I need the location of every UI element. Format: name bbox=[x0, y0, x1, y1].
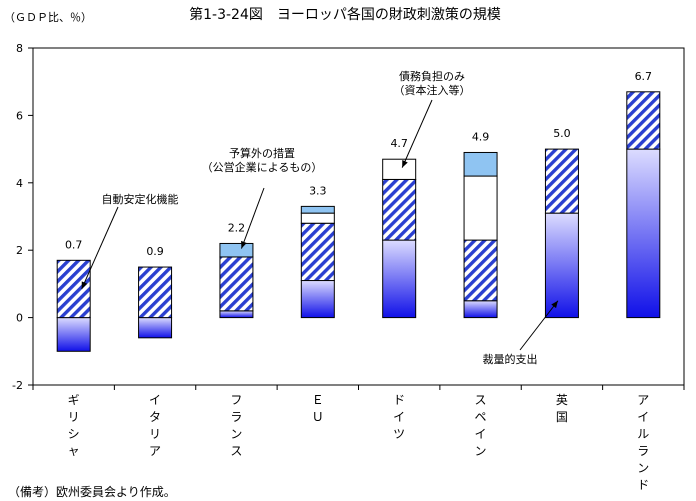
plot-frame bbox=[32, 47, 685, 386]
category-label: Ｕ bbox=[312, 410, 324, 424]
plot-area: -2024680.7ギリシャ0.9イタリア2.2フランス3.3ＥＵ4.7ドイツ4… bbox=[12, 42, 685, 492]
bar-segment-discretionary bbox=[382, 239, 417, 319]
bar-segment-stabilizers bbox=[300, 222, 335, 282]
category-label: ア bbox=[149, 444, 161, 458]
bar-segment-stabilizers bbox=[544, 148, 579, 214]
data-label: 5.0 bbox=[553, 127, 571, 140]
y-tick-label: 2 bbox=[16, 244, 23, 257]
annotation-guarantee: 予算外の措置 bbox=[229, 146, 295, 160]
data-label: 2.2 bbox=[228, 221, 246, 234]
bar-segment-discretionary bbox=[300, 280, 335, 319]
category-label: イ bbox=[637, 410, 649, 424]
annotation-debt: 債務負担のみ bbox=[399, 69, 465, 83]
annotation-arrow bbox=[240, 187, 265, 249]
bar-segment-stabilizers bbox=[382, 178, 417, 241]
category-label: ン bbox=[230, 427, 242, 441]
annotation-guarantee: （公営企業によるもの） bbox=[202, 160, 323, 174]
bar-segment-stabilizers bbox=[463, 239, 498, 302]
bar-segment-discretionary bbox=[56, 317, 91, 352]
category-label: タ bbox=[149, 410, 161, 424]
annotation-stabilizers: 自動安定化機能 bbox=[102, 192, 179, 206]
annotation-arrow-head bbox=[402, 160, 408, 168]
y-tick-label: 0 bbox=[16, 312, 23, 325]
y-tick-label: -2 bbox=[12, 379, 23, 392]
category-label: シ bbox=[68, 427, 80, 441]
y-tick-label: 4 bbox=[16, 177, 23, 190]
bar-segment-stabilizers bbox=[219, 256, 254, 312]
bar-segment-discretionary bbox=[138, 317, 173, 339]
category-label: フ bbox=[230, 393, 242, 407]
annotation-arrow bbox=[81, 206, 119, 290]
category-label: イ bbox=[393, 410, 405, 424]
category-label: イ bbox=[475, 427, 487, 441]
category-label: ド bbox=[637, 478, 649, 492]
annotation-debt: （資本注入等） bbox=[394, 83, 471, 97]
category-label: ツ bbox=[393, 427, 405, 441]
data-label: 3.3 bbox=[309, 184, 327, 197]
category-label: ギ bbox=[68, 393, 80, 407]
category-label: ラ bbox=[230, 410, 242, 424]
category-label: Ｅ bbox=[312, 393, 324, 407]
data-label: 0.7 bbox=[65, 238, 83, 251]
data-label: 6.7 bbox=[635, 70, 653, 83]
category-label: リ bbox=[68, 410, 80, 424]
annotation-arrow bbox=[519, 300, 559, 351]
category-label: ャ bbox=[68, 444, 80, 458]
bar-segment-discretionary bbox=[544, 212, 579, 319]
category-label: ペ bbox=[475, 410, 487, 424]
category-label: ン bbox=[475, 444, 487, 458]
source-note: （備考）欧州委員会より作成。 bbox=[8, 485, 176, 499]
unit-label: （ＧＤＰ比、％） bbox=[4, 11, 92, 24]
bar-segment-discretionary bbox=[463, 300, 498, 319]
bar-segment-debt bbox=[382, 158, 417, 180]
category-label: ア bbox=[637, 393, 649, 407]
bar-segment-stabilizers bbox=[56, 259, 91, 319]
bar-segment-guarantee bbox=[300, 205, 335, 214]
category-label: ン bbox=[637, 461, 649, 475]
category-label: ス bbox=[475, 393, 487, 407]
bar-segment-stabilizers bbox=[626, 91, 661, 150]
chart-title: 第1-3-24図 ヨーロッパ各国の財政刺激策の規模 bbox=[189, 6, 501, 23]
annotation-discretionary: 裁量的支出 bbox=[483, 352, 538, 366]
bar-segment-guarantee bbox=[463, 151, 498, 177]
annotation-arrow-head bbox=[241, 240, 247, 249]
category-label: ル bbox=[637, 427, 649, 441]
bar-segment-debt bbox=[463, 175, 498, 241]
category-label: ス bbox=[230, 444, 242, 458]
data-label: 0.9 bbox=[146, 245, 164, 258]
annotation-arrow bbox=[401, 99, 433, 168]
bar-segment-discretionary bbox=[626, 148, 661, 319]
data-label: 4.7 bbox=[390, 137, 408, 150]
data-label: 4.9 bbox=[472, 130, 490, 143]
bar-segment-guarantee bbox=[219, 242, 254, 258]
annotation-arrow-head bbox=[551, 300, 558, 309]
category-label: 英 bbox=[556, 393, 568, 407]
annotation-arrow-head bbox=[81, 281, 88, 289]
bar-segment-stabilizers bbox=[138, 266, 173, 319]
y-tick-label: 8 bbox=[16, 42, 23, 55]
y-tick-label: 6 bbox=[16, 109, 23, 122]
category-label: イ bbox=[149, 393, 161, 407]
category-label: 国 bbox=[556, 410, 568, 424]
category-label: ド bbox=[393, 393, 405, 407]
bar-segment-discretionary bbox=[219, 310, 254, 319]
bar-segment-debt bbox=[300, 212, 335, 224]
category-label: リ bbox=[149, 427, 161, 441]
category-label: ラ bbox=[637, 444, 649, 458]
